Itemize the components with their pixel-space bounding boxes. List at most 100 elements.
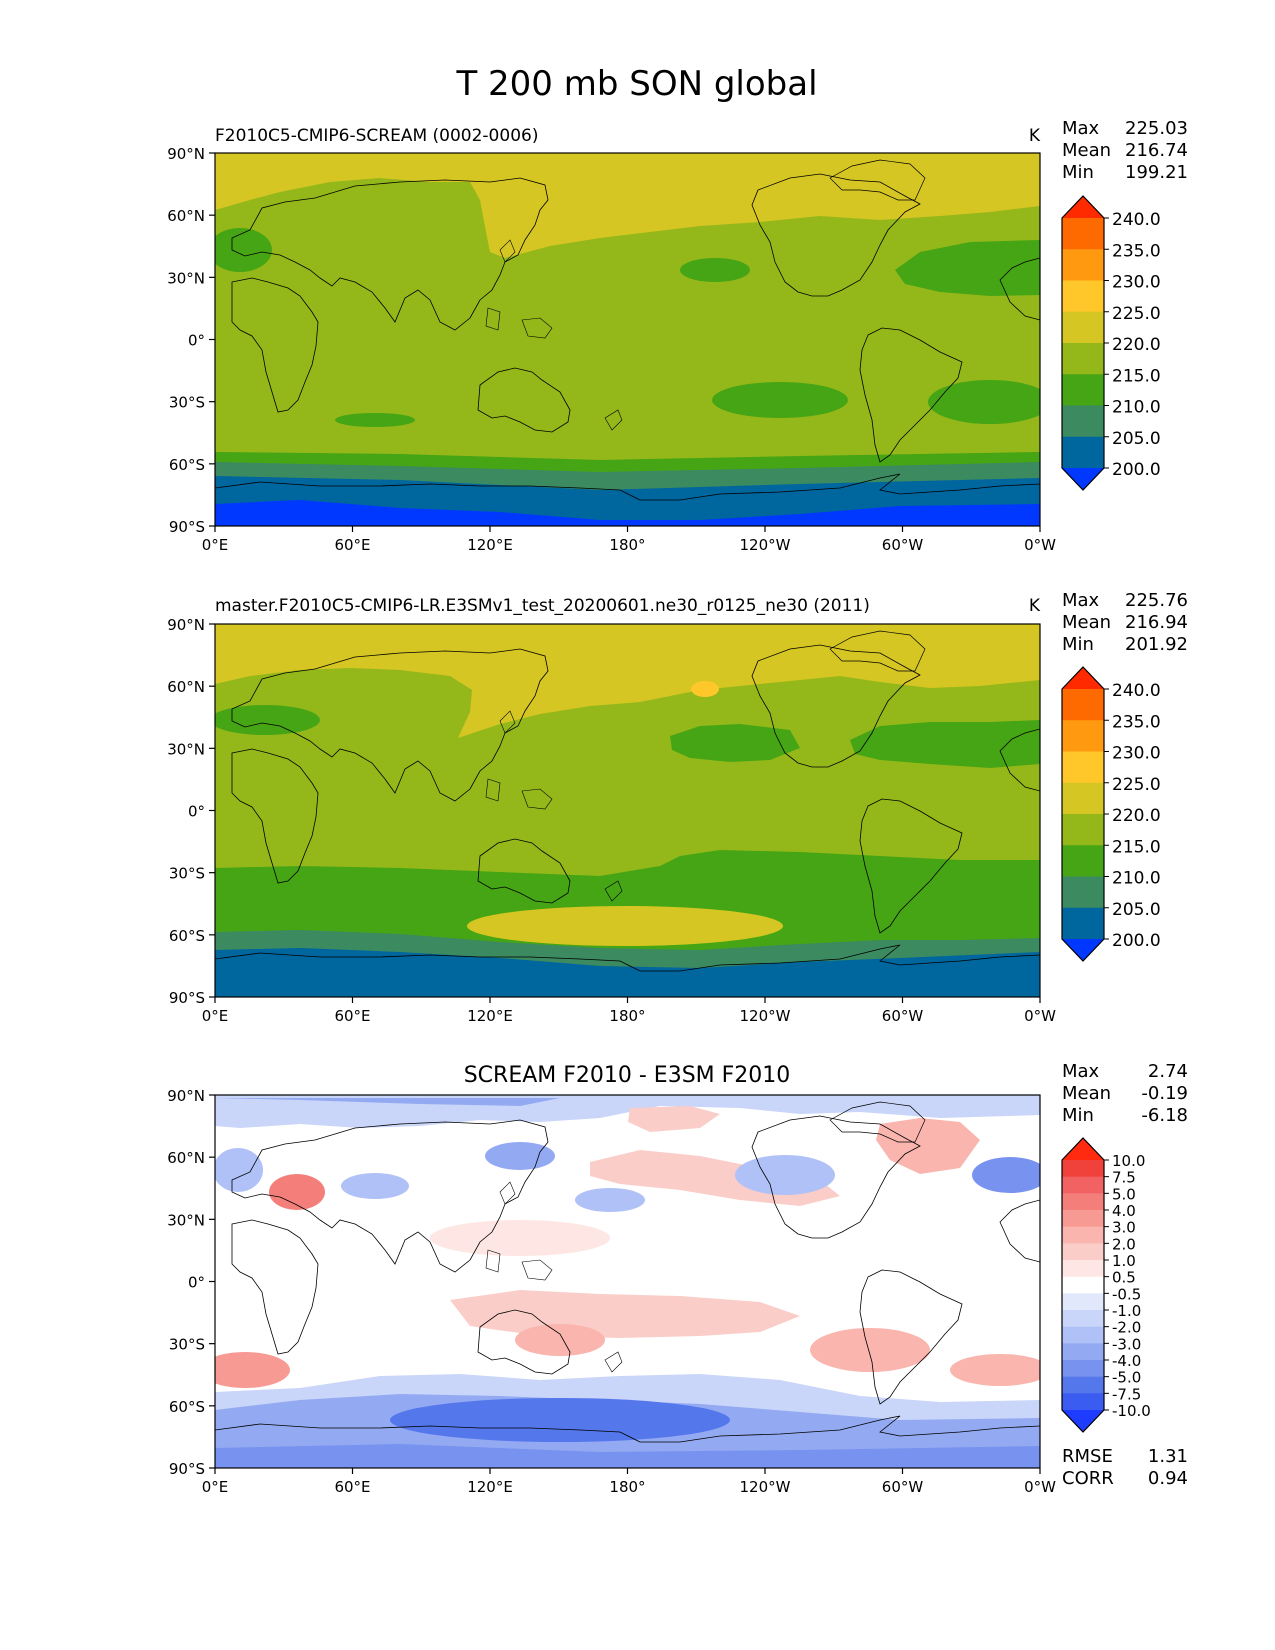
field-band-swarm: [467, 906, 783, 946]
colorbar-label: -0.5: [1112, 1285, 1141, 1303]
colorbar-label: 3.0: [1112, 1219, 1136, 1237]
colorbar-segment: [1062, 1243, 1104, 1261]
colorbar-label: 0.5: [1112, 1269, 1136, 1287]
field-band-wpac-red: [430, 1220, 610, 1256]
panel-title: F2010C5-CMIP6-SCREAM (0002-0006): [215, 126, 538, 146]
colorbar-label: -5.0: [1112, 1369, 1141, 1387]
colorbar-segment: [1062, 1210, 1104, 1228]
lat-tick-label: 60°N: [167, 1149, 205, 1167]
map-field: [215, 1095, 1040, 1468]
colorbar-label: 220.0: [1112, 806, 1161, 826]
field-band-pole-blue: [215, 1444, 1040, 1468]
field-band-arctic-blue2: [215, 1098, 560, 1106]
lat-tick-label: 90°S: [169, 989, 205, 1007]
colorbar-label: 200.0: [1112, 460, 1161, 480]
field-band-npac: [670, 724, 800, 762]
colorbar-segment: [1062, 405, 1104, 438]
lat-axis: 90°N 60°N 30°N 0° 30°S 60°S 90°S: [167, 1087, 215, 1478]
lon-axis: 0°E 60°E 120°E 180° 120°W 60°W 0°W: [202, 997, 1056, 1025]
lon-tick-label: 120°W: [740, 1007, 791, 1025]
field-band-eu-blue: [215, 1148, 263, 1192]
colorbar-label: -2.0: [1112, 1319, 1141, 1337]
stat-max-value: 2.74: [1148, 1061, 1188, 1082]
colorbar-extend-max: [1062, 196, 1104, 218]
stat-corr-value: 0.94: [1148, 1468, 1188, 1489]
lon-tick-label: 60°W: [882, 536, 924, 554]
panel-diff: SCREAM F2010 - E3SM F2010: [167, 1061, 1188, 1496]
lat-axis: 90°N 60°N 30°N 0° 30°S 60°S 90°S: [167, 145, 215, 536]
lat-tick-label: 60°N: [167, 678, 205, 696]
field-band-eur-blue: [341, 1173, 409, 1199]
colorbar-segment: [1062, 1260, 1104, 1278]
lat-tick-label: 60°S: [169, 456, 205, 474]
lat-tick-label: 90°S: [169, 518, 205, 536]
colorbar-segment: [1062, 343, 1104, 375]
colorbar-label: 215.0: [1112, 837, 1161, 857]
colorbar: 240.0 235.0 230.0 225.0 220.0 215.0 210.0 205.0…: [1061, 666, 1161, 962]
colorbar-segment: [1062, 876, 1104, 909]
colorbar-extend-min: [1062, 939, 1104, 961]
stat-max-label: Max: [1062, 590, 1100, 611]
lat-tick-label: 30°N: [167, 740, 205, 758]
colorbar-segment: [1062, 1393, 1104, 1411]
colorbar-label: -7.5: [1112, 1385, 1141, 1403]
field-band-natl: [895, 240, 1040, 296]
colorbar-extend-max: [1062, 1138, 1104, 1160]
stats-block: Max 225.03 Mean 216.74 Min 199.21: [1062, 118, 1188, 183]
stat-min-label: Min: [1062, 634, 1094, 655]
lat-tick-label: 0°: [188, 332, 205, 350]
stat-mean-value: -0.19: [1141, 1083, 1188, 1104]
lon-tick-label: 60°W: [882, 1478, 924, 1496]
colorbar-segment: [1062, 907, 1104, 940]
colorbar-label: 225.0: [1112, 775, 1161, 795]
field-band-med: [215, 228, 272, 272]
lon-tick-label: 60°E: [334, 1007, 370, 1025]
field-band-north: [215, 153, 1040, 258]
panel-units: K: [1029, 126, 1041, 146]
stat-max-label: Max: [1062, 1061, 1100, 1082]
field-band-satl-red: [950, 1354, 1040, 1386]
map-field: [215, 624, 1040, 997]
field-band-ross-blue: [390, 1398, 730, 1442]
field-band-safr-red: [215, 1352, 290, 1388]
field-band-med: [215, 705, 320, 735]
colorbar-label: 205.0: [1112, 429, 1161, 449]
colorbar-segment: [1062, 720, 1104, 752]
lat-tick-label: 60°S: [169, 927, 205, 945]
colorbar-label: 10.0: [1112, 1152, 1145, 1170]
stat-min-label: Min: [1062, 1105, 1094, 1126]
lat-tick-label: 30°N: [167, 1211, 205, 1229]
stat-corr-label: CORR: [1062, 1468, 1114, 1489]
colorbar-label: 205.0: [1112, 900, 1161, 920]
panel-test: F2010C5-CMIP6-SCREAM (0002-0006) K 90°N 6…: [167, 118, 1188, 554]
colorbar: 240.0 235.0 230.0 225.0 220.0 215.0 210.0 205.0…: [1061, 195, 1161, 491]
lat-tick-label: 30°S: [169, 1336, 205, 1354]
colorbar-label: -1.0: [1112, 1302, 1141, 1320]
colorbar-label: 210.0: [1112, 398, 1161, 418]
field-band-nat-red: [876, 1118, 980, 1174]
map-field: [215, 153, 1040, 526]
lat-tick-label: 30°S: [169, 865, 205, 883]
colorbar-segment: [1062, 280, 1104, 313]
colorbar-segment: [1062, 1310, 1104, 1328]
colorbar-extend-max: [1062, 667, 1104, 689]
stat-mean-label: Mean: [1062, 1083, 1111, 1104]
colorbar-label: -10.0: [1112, 1402, 1151, 1420]
field-band-spac: [712, 382, 848, 418]
stat-max-value: 225.03: [1125, 118, 1188, 139]
lon-tick-label: 120°E: [467, 536, 513, 554]
stats-block: Max 225.76 Mean 216.94 Min 201.92: [1062, 590, 1188, 655]
colorbar-segment: [1062, 436, 1104, 469]
lon-tick-label: 0°E: [202, 536, 229, 554]
stat-max-label: Max: [1062, 118, 1100, 139]
bottom-stats: RMSE 1.31 CORR 0.94: [1062, 1446, 1188, 1489]
figure-title: T 200 mb SON global: [455, 64, 817, 104]
field-band-natl: [850, 720, 1040, 768]
stats-block: Max 2.74 Mean -0.19 Min -6.18: [1062, 1061, 1188, 1126]
field-band-arctic-red: [628, 1106, 720, 1132]
colorbar-segment: [1062, 782, 1104, 815]
colorbar-label: 235.0: [1112, 241, 1161, 261]
panel-ref: master.F2010C5-CMIP6-LR.E3SMv1_test_2020…: [167, 590, 1188, 1025]
colorbar-label: 240.0: [1112, 210, 1161, 230]
lat-tick-label: 90°N: [167, 1087, 205, 1105]
